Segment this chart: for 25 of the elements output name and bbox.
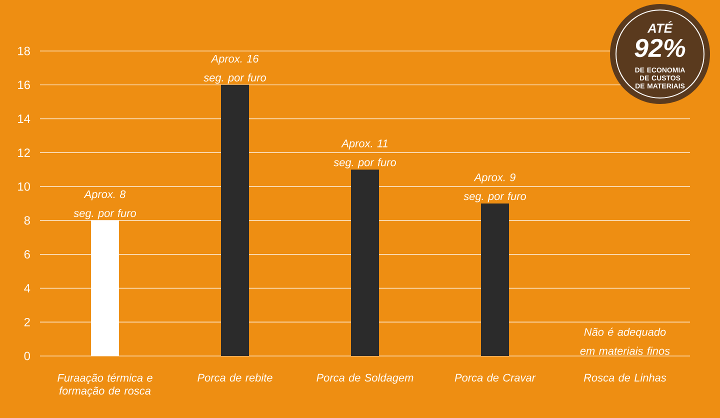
data-label: Aprox. 8 seg. por furo	[74, 190, 136, 220]
text: ATÉ	[647, 21, 673, 33]
x-tick-label: Furaação térmica e formação de rosca	[58, 374, 152, 397]
data-label: Aprox. 9 seg. por furo	[464, 173, 526, 202]
x-tick-label: Rosca de Linhas	[584, 374, 666, 382]
y-tick-label: 14	[18, 114, 30, 123]
annotation: 92%	[634, 38, 686, 58]
y-tick-label: 8	[24, 216, 30, 225]
data-label: Aprox. 11 seg. por furo	[334, 140, 396, 168]
x-tick-label: Porca de rebite	[198, 374, 272, 382]
y-tick-label: 12	[18, 148, 30, 157]
y-tick-label: 16	[18, 80, 30, 90]
bar	[481, 204, 510, 356]
y-tick-label: 2	[24, 318, 30, 326]
y-tick-label: 4	[24, 284, 30, 292]
x-tick-label: Porca de Cravar	[454, 374, 536, 382]
bar	[221, 84, 250, 356]
data-label: Aprox. 16 seg. por furo	[204, 54, 266, 84]
bar	[351, 170, 380, 356]
y-tick-label: 10	[18, 182, 30, 191]
y-tick-label: 18	[18, 46, 30, 56]
y-tick-label: 6	[24, 250, 30, 259]
y-tick-label: 0	[24, 352, 30, 360]
text: Não é adequado em materiais finos	[580, 328, 670, 355]
x-tick-label: Porca de Soldagem	[316, 374, 414, 384]
